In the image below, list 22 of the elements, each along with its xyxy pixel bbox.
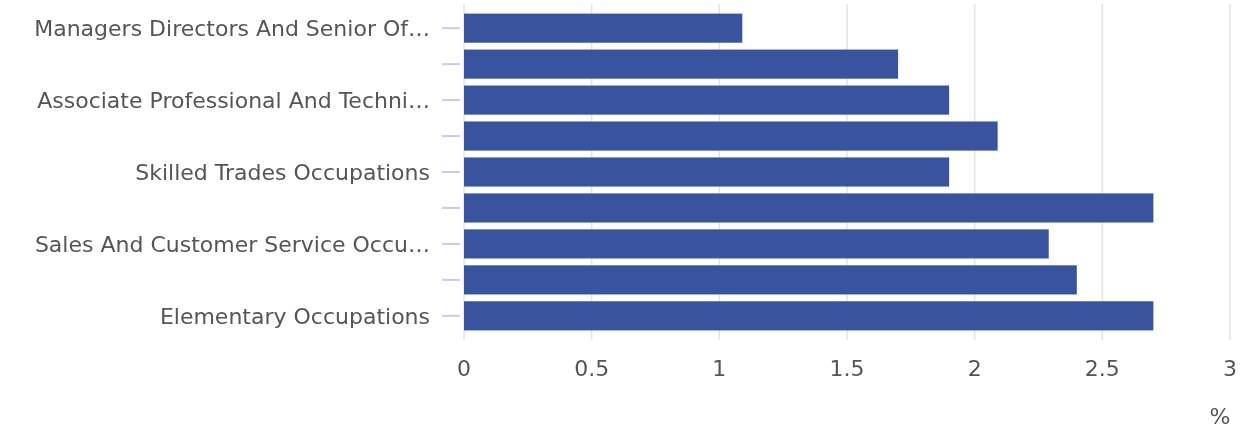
bar [464,85,950,115]
x-tick-label: 1 [712,356,727,381]
bar [464,301,1154,331]
bar [464,157,950,187]
y-tick-label: Skilled Trades Occupations [135,159,430,185]
y-tick-label: Sales And Customer Service Occu… [34,231,430,257]
bar [464,229,1049,259]
bar [464,49,899,79]
bar [464,121,998,151]
x-tick-label: 2.5 [1084,356,1120,381]
x-tick-label: 3 [1223,356,1237,381]
x-tick-label: 0 [457,356,471,381]
x-tick-label: 2 [967,356,982,381]
y-tick-label: Elementary Occupations [159,303,430,329]
bar [464,265,1077,295]
y-tick-label: Managers Directors And Senior Of… [34,15,430,41]
x-axis-title: % [1209,404,1231,429]
bar [464,193,1154,223]
y-tick-label: Associate Professional And Techni… [37,87,430,113]
x-tick-label: 0.5 [574,356,610,381]
bar [464,13,743,43]
x-tick-label: 1.5 [829,356,865,381]
